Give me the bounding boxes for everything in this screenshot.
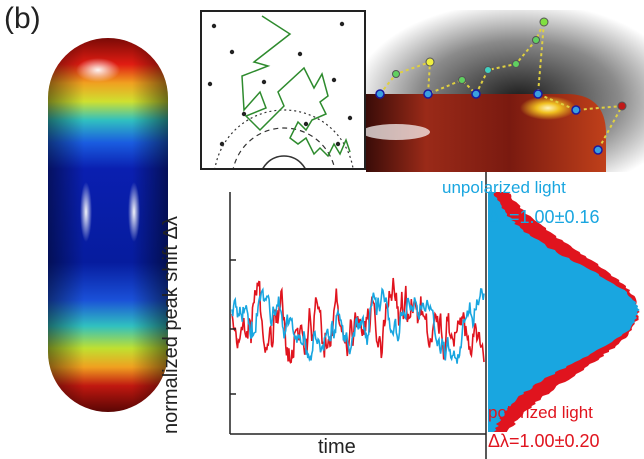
peak-shift-histogram: [488, 192, 640, 432]
random-walk-inset: [200, 10, 366, 251]
random-walk-path: [241, 15, 351, 158]
x-axis-label: time: [318, 436, 356, 458]
panel-label: (b): [4, 2, 41, 35]
histogram-unpolarized: [488, 192, 640, 432]
y-axis-label: normalized peak shift Δλ: [160, 216, 182, 434]
legend-unpolarized-label: unpolarized light: [442, 178, 566, 197]
peak-shift-chart: [229, 172, 640, 459]
rod-emission-trajectory: [366, 10, 644, 172]
trace-unpolarized: [231, 287, 485, 364]
legend-polarized-value: Δλ=1.00±0.20: [488, 431, 600, 451]
time-trace: [231, 277, 485, 364]
trace-polarized: [231, 277, 485, 364]
legend-polarized-label: polarized light: [488, 403, 593, 422]
nanorod-colormap: [48, 38, 168, 412]
legend-unpolarized-value: Δλ=1.00±0.16: [488, 207, 600, 227]
